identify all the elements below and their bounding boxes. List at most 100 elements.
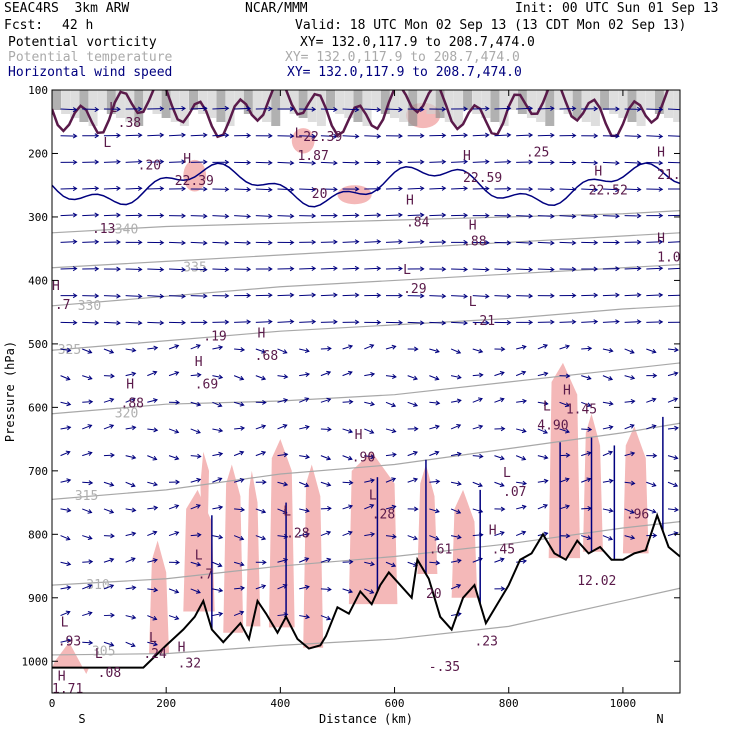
extremum-label: 1.05	[657, 250, 688, 265]
wind-arrowhead	[153, 641, 158, 647]
stratosphere-shade	[61, 90, 71, 114]
extremum-label: H	[563, 384, 571, 399]
wind-vector	[472, 161, 489, 163]
wind-vector	[212, 107, 229, 110]
wind-vector	[494, 398, 504, 403]
wind-arrowhead	[224, 293, 230, 299]
wind-arrowhead	[217, 562, 223, 568]
wind-arrowhead	[130, 482, 136, 488]
wind-arrowhead	[289, 106, 295, 112]
wind-arrowhead	[239, 401, 245, 407]
wind-arrowhead	[680, 134, 684, 138]
wind-arrowhead	[463, 106, 469, 112]
wind-arrowhead	[283, 374, 289, 380]
wind-arrowhead	[174, 371, 180, 376]
isentrope-320	[52, 362, 680, 415]
wind-arrowhead	[348, 504, 354, 510]
wind-arrowhead	[217, 402, 223, 408]
wind-arrowhead	[261, 450, 267, 456]
wind-arrowhead	[289, 133, 295, 139]
wind-arrowhead	[354, 319, 360, 325]
wind-arrowhead	[369, 503, 375, 509]
wind-arrowhead	[348, 588, 354, 594]
pv-contour-upper	[52, 90, 670, 139]
wind-vector	[667, 348, 679, 351]
wind-vector	[646, 241, 663, 243]
extremum-label: .88	[121, 396, 144, 411]
wind-vector	[125, 641, 136, 647]
wind-arrowhead	[434, 348, 440, 354]
wind-arrowhead	[506, 213, 512, 219]
wind-arrowhead	[681, 320, 684, 324]
x-tick-label: 0	[49, 697, 56, 710]
wind-arrowhead	[195, 504, 201, 509]
wind-vector	[602, 480, 613, 483]
wind-arrowhead	[652, 533, 658, 538]
wind-arrowhead	[391, 344, 397, 350]
wind-arrowhead	[354, 212, 360, 218]
wind-arrowhead	[658, 107, 664, 113]
wind-arrowhead	[174, 588, 180, 594]
wind-vector	[168, 428, 179, 433]
wind-arrowhead	[608, 450, 614, 456]
wind-arrowhead	[246, 187, 252, 193]
wind-vector	[667, 267, 680, 270]
wind-arrowhead	[261, 584, 267, 589]
wind-arrowhead	[528, 186, 534, 192]
wind-arrowhead	[550, 266, 555, 272]
wind-arrowhead	[593, 213, 599, 219]
wind-vector	[169, 295, 186, 297]
wind-vector	[255, 215, 272, 217]
wind-vector	[342, 135, 359, 137]
stratosphere-shade	[143, 90, 153, 110]
pv-shade-upper	[337, 185, 372, 205]
wind-vector	[494, 107, 511, 110]
extremum-label: H	[58, 669, 66, 684]
wind-vector	[169, 107, 186, 110]
wind-vector	[407, 214, 424, 217]
wind-vector	[233, 535, 244, 540]
wind-arrowhead	[153, 505, 159, 511]
wind-arrowhead	[608, 375, 614, 381]
wind-vector	[233, 478, 244, 483]
wind-vector	[407, 187, 424, 190]
pv-shade-region	[52, 642, 90, 674]
wind-arrowhead	[109, 509, 115, 514]
wind-arrowhead	[181, 186, 187, 192]
wind-arrowhead	[326, 370, 332, 376]
wind-vector	[429, 348, 440, 353]
wind-arrowhead	[87, 375, 93, 381]
wind-vector	[168, 504, 179, 510]
wind-arrowhead	[463, 132, 469, 138]
wind-arrowhead	[506, 320, 512, 326]
wind-vector	[60, 241, 77, 243]
wind-arrowhead	[615, 133, 620, 139]
wind-arrowhead	[326, 557, 332, 563]
wind-vector	[147, 641, 158, 646]
stratosphere-shade	[207, 90, 217, 118]
stratosphere-shade	[600, 90, 610, 110]
wind-arrowhead	[441, 212, 447, 218]
wind-vector	[212, 134, 229, 137]
wind-arrowhead	[240, 507, 246, 513]
wind-vector	[125, 615, 136, 619]
wind-vector	[646, 161, 663, 164]
wind-arrowhead	[456, 509, 462, 514]
wind-vector	[537, 372, 548, 377]
wind-arrowhead	[152, 615, 158, 621]
wind-arrowhead	[463, 293, 469, 299]
wind-arrowhead	[413, 506, 419, 512]
wind-arrowhead	[354, 160, 360, 166]
wind-arrowhead	[441, 185, 447, 191]
wind-vector	[169, 161, 186, 163]
field-1-name: Potential vorticity	[8, 35, 157, 50]
wind-vector	[277, 481, 288, 486]
wind-arrowhead	[499, 557, 505, 563]
wind-vector	[450, 424, 461, 430]
wind-vector	[472, 134, 489, 137]
extremum-label: 4.90	[537, 419, 568, 434]
wind-vector	[602, 321, 619, 323]
wind-arrowhead	[636, 213, 642, 219]
wind-vector	[147, 295, 164, 297]
wind-arrowhead	[521, 504, 527, 510]
